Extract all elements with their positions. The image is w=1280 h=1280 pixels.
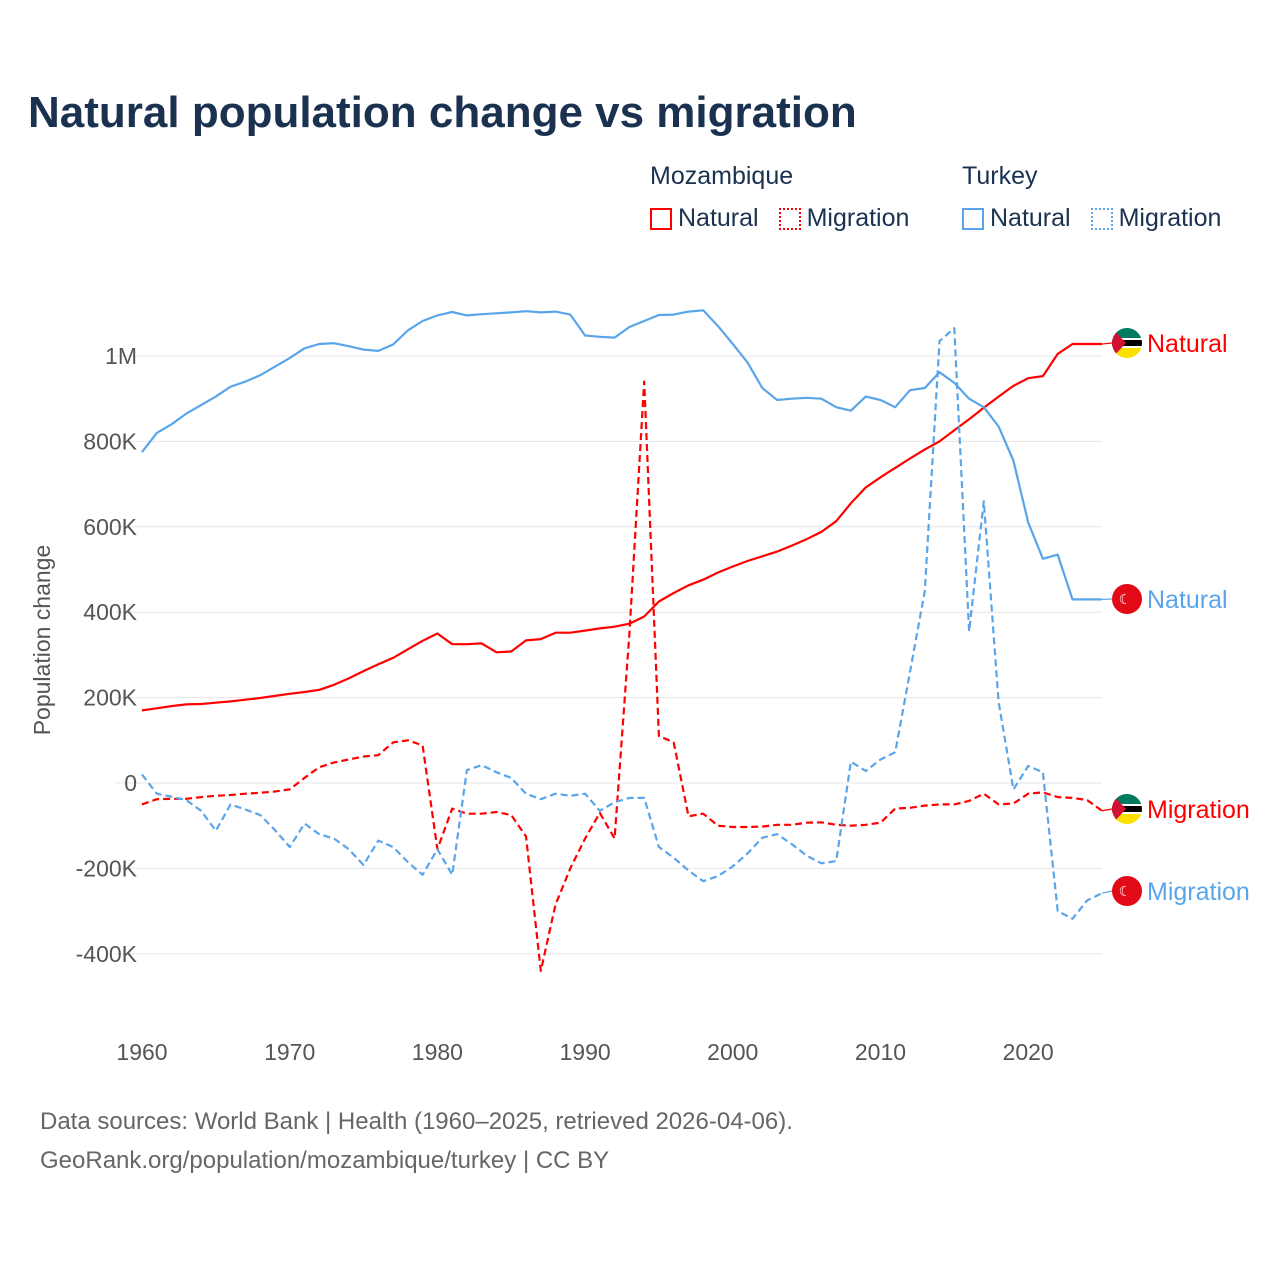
turkey-flag-icon — [1112, 876, 1142, 906]
y-tick-label: 400K — [83, 599, 137, 625]
mozambique-flag-icon — [1112, 794, 1142, 824]
footer-sources: Data sources: World Bank | Health (1960–… — [40, 1108, 793, 1135]
legend-item-turkey-natural[interactable]: Natural — [962, 204, 1071, 233]
legend-label: Natural — [678, 204, 759, 232]
footer-link[interactable]: GeoRank.org/population/mozambique/turkey… — [40, 1147, 610, 1174]
y-tick-label: 200K — [83, 685, 137, 711]
end-label-connector — [1101, 342, 1113, 345]
turkey-crescent-icon: ☾ — [1119, 591, 1132, 607]
end-label: Natural — [1147, 330, 1228, 358]
y-axis-label: Population change — [29, 545, 55, 736]
end-label: Migration — [1147, 878, 1250, 906]
legend-group-turkey: Turkey Natural Migration — [962, 162, 1221, 233]
y-tick-label: 600K — [83, 514, 137, 540]
chart-title: Natural population change vs migration — [28, 88, 857, 137]
y-tick-label: 800K — [83, 428, 137, 454]
series-line-mozambique-migration — [141, 380, 1103, 973]
x-tick-label: 1960 — [116, 1039, 167, 1065]
y-tick-label: 0 — [124, 770, 137, 796]
end-label-connector — [1101, 890, 1113, 894]
x-tick-label: 1980 — [412, 1039, 463, 1065]
x-tick-label: 1990 — [559, 1039, 610, 1065]
y-tick-label: 1M — [105, 343, 137, 369]
legend-item-mozambique-migration[interactable]: Migration — [778, 204, 910, 233]
legend-item-mozambique-natural[interactable]: Natural — [650, 204, 759, 233]
end-label-connector — [1101, 808, 1113, 812]
y-tick-label: -200K — [76, 855, 138, 881]
legend-label: Natural — [990, 204, 1071, 232]
turkey-flag-icon — [1112, 584, 1142, 614]
y-tick-label: -400K — [76, 941, 138, 967]
series-line-turkey-natural — [141, 309, 1102, 601]
turkey-crescent-icon: ☾ — [1119, 883, 1132, 899]
x-tick-label: 2000 — [707, 1039, 758, 1065]
legend-swatch-dotted — [778, 207, 801, 230]
legend-label: Migration — [1118, 204, 1222, 232]
series-line-mozambique-natural — [141, 342, 1102, 712]
legend-item-turkey-migration[interactable]: Migration — [1090, 204, 1222, 233]
end-label: Migration — [1147, 796, 1250, 824]
legend-label: Migration — [806, 204, 910, 232]
end-label: Natural — [1147, 586, 1228, 614]
legend-group-title: Turkey — [962, 162, 1038, 190]
x-tick-label: 2010 — [855, 1039, 906, 1065]
legend-swatch-dotted — [1090, 207, 1113, 230]
mozambique-flag-icon — [1112, 328, 1142, 358]
legend-swatch-solid — [650, 207, 672, 230]
legend-group-mozambique: Mozambique Natural Migration — [650, 162, 909, 233]
series-line-turkey-migration — [141, 327, 1103, 920]
x-tick-label: 1970 — [264, 1039, 315, 1065]
legend-group-title: Mozambique — [650, 162, 794, 190]
x-tick-label: 2020 — [1003, 1039, 1054, 1065]
legend-swatch-solid — [962, 207, 984, 230]
